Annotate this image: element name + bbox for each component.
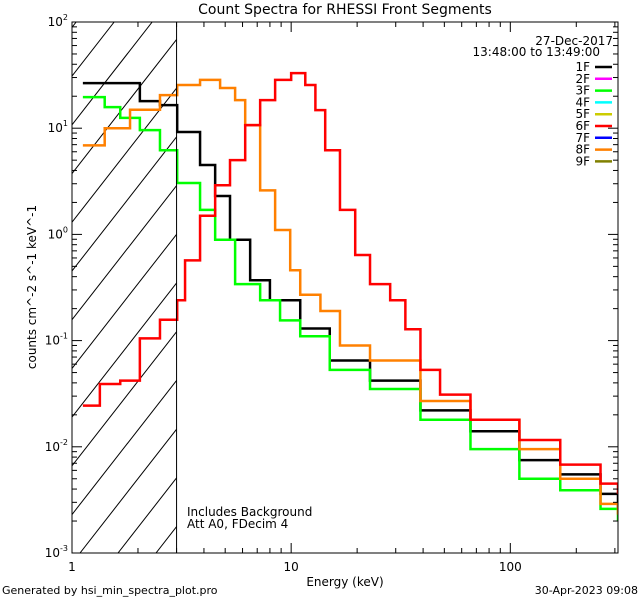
chart-title: Count Spectra for RHESSI Front Segments	[198, 2, 492, 18]
legend-label-4F: 4F	[575, 95, 590, 109]
y-tick-label: 102	[48, 13, 68, 29]
hatch-line	[72, 184, 177, 321]
legend-label-9F: 9F	[575, 154, 590, 168]
x-axis-label: Energy (keV)	[306, 575, 383, 589]
hatch-line	[117, 476, 177, 553]
plot-frame	[71, 21, 619, 554]
hatch-line	[72, 330, 177, 467]
x-tick-label: 10	[284, 560, 299, 574]
hatch-line	[72, 232, 177, 370]
legend-label-8F: 8F	[575, 143, 590, 157]
hatch-line	[72, 135, 177, 272]
y-tick-label: 10-2	[45, 438, 68, 454]
annotation-attenuator: Att A0, FDecim 4	[187, 517, 288, 531]
footer-timestamp: 30-Apr-2023 09:08	[535, 584, 638, 597]
legend-time-range: 13:48:00 to 13:49:00	[473, 45, 600, 59]
series-6F	[82, 71, 618, 494]
hatch-line	[72, 22, 153, 126]
legend-label-3F: 3F	[575, 84, 590, 98]
legend-label-7F: 7F	[575, 131, 590, 145]
hatch-line	[72, 379, 177, 516]
legend-label-1F: 1F	[575, 60, 590, 74]
hatch-line	[72, 281, 177, 418]
series-8F	[82, 78, 618, 515]
series-1F	[82, 81, 618, 509]
y-tick-label: 10-3	[45, 544, 68, 560]
legend-label-6F: 6F	[575, 119, 590, 133]
x-tick-label: 100	[499, 560, 522, 574]
y-tick-label: 101	[48, 119, 68, 135]
y-tick-label: 10-1	[45, 332, 68, 348]
legend-label-2F: 2F	[575, 72, 590, 86]
hatch-line	[194, 22, 608, 553]
legend-label-5F: 5F	[575, 107, 590, 121]
series-3F	[82, 95, 618, 522]
hatch-line	[79, 427, 177, 553]
hatch-line	[155, 525, 177, 553]
footer-generated-by: Generated by hsi_min_spectra_plot.pro	[2, 584, 218, 597]
x-tick-label: 1	[68, 560, 76, 574]
annotation-background: Includes Background	[187, 505, 312, 519]
y-tick-label: 100	[48, 225, 68, 241]
hatched-region	[72, 22, 608, 553]
legend-date: 27-Dec-2017	[535, 34, 613, 48]
y-axis-label: counts cm^-2 s^-1 keV^-1	[25, 205, 39, 369]
